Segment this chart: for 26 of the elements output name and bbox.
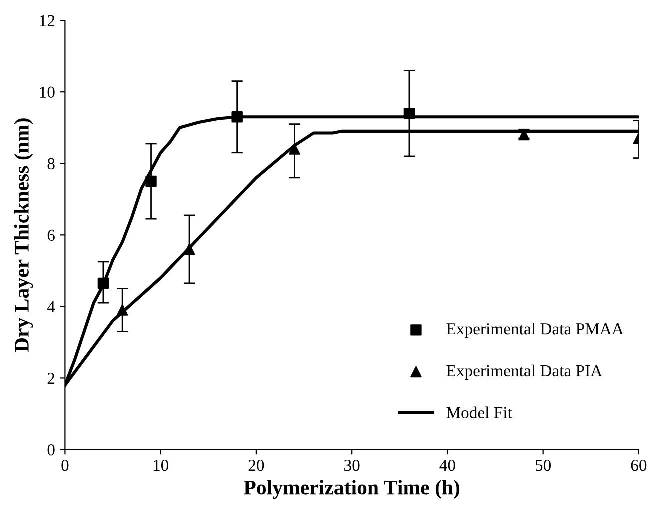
y-tick-label: 2 [48, 372, 55, 384]
point [232, 112, 243, 123]
point [98, 278, 110, 290]
y-tick-label: 12 [40, 15, 55, 26]
x-tick-label: 10 [154, 460, 169, 472]
legend-label: Experimental Data PIA [446, 364, 603, 380]
y-tick-label: 4 [47, 302, 56, 312]
y-tick-label: 6 [48, 230, 55, 242]
point [184, 244, 196, 256]
point [146, 176, 157, 188]
y-axis-title: Dry Layer Thickness (nm) [14, 118, 34, 352]
x-tick-label: 60 [631, 460, 647, 472]
x-tick-label: 30 [344, 460, 360, 472]
x-axis-title: Polymerization Time (h) [244, 480, 460, 500]
y-tick-label: 10 [40, 86, 55, 98]
x-tick-label: 50 [536, 460, 552, 472]
point [404, 108, 416, 120]
x-tick-label: 0 [62, 460, 69, 472]
y-tick-label: 8 [48, 158, 55, 170]
point [289, 144, 300, 155]
legend-label: Model Fit [446, 406, 512, 418]
x-tick-label: 40 [440, 460, 456, 472]
y-tick-label: 0 [48, 444, 55, 456]
x-tick-label: 20 [248, 460, 264, 472]
legend-label: Experimental Data PMAA [446, 322, 624, 338]
point [116, 304, 128, 316]
